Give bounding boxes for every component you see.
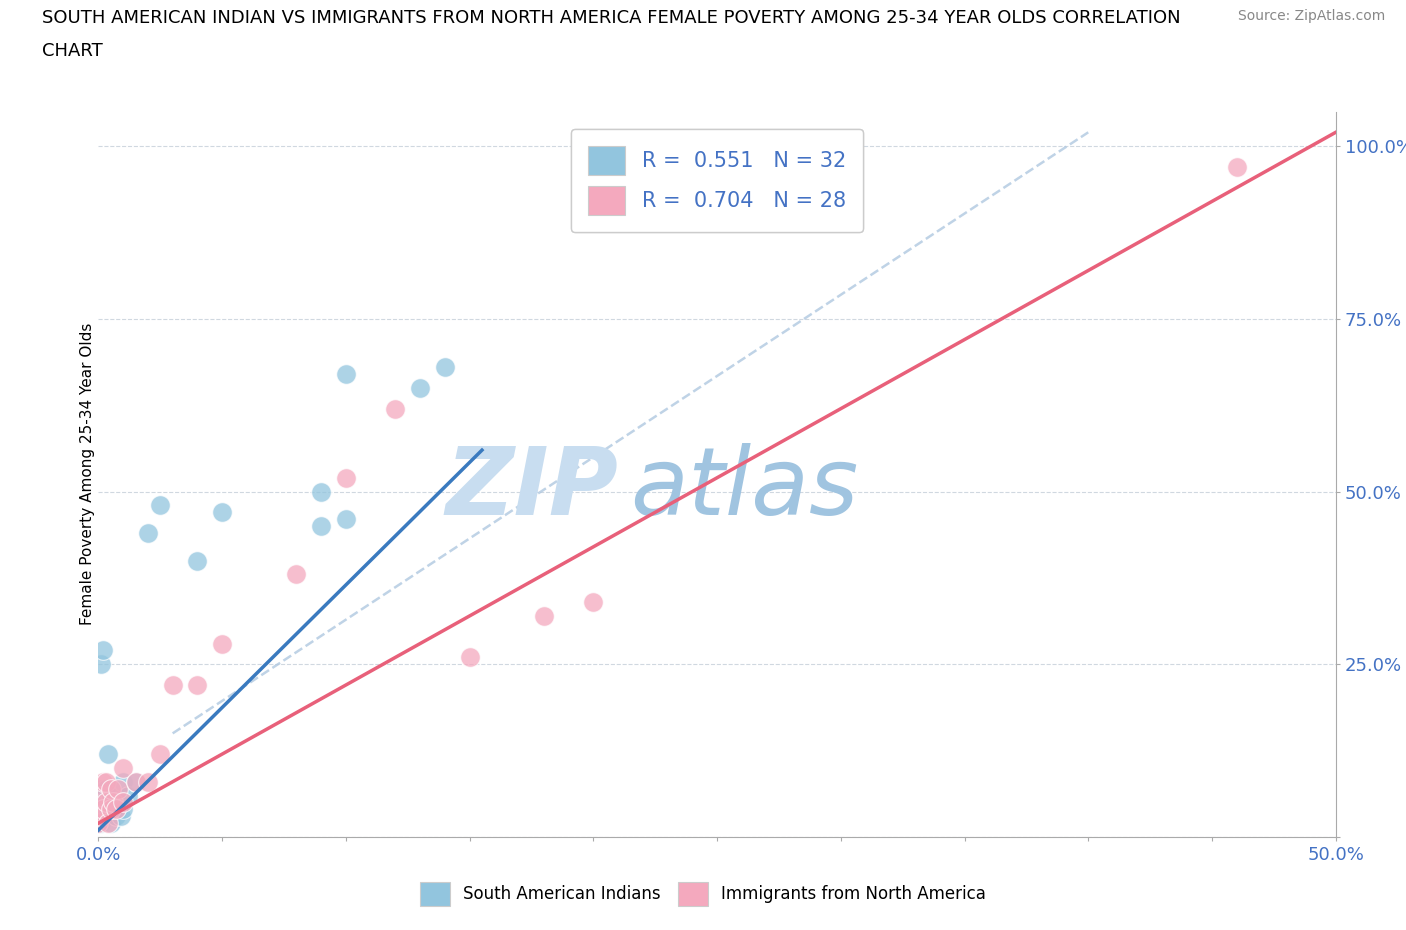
- Point: [94, 809, 117, 824]
- Point: [97, 802, 120, 817]
- Text: Source: ZipAtlas.com: Source: ZipAtlas.com: [1237, 9, 1385, 23]
- Point: [149, 498, 172, 512]
- Point: [93, 809, 115, 824]
- Point: [103, 795, 125, 810]
- Legend: South American Indians, Immigrants from North America: South American Indians, Immigrants from …: [413, 875, 993, 912]
- Point: [90, 657, 112, 671]
- Point: [112, 775, 135, 790]
- Point: [87, 816, 110, 830]
- Point: [335, 471, 357, 485]
- Y-axis label: Female Poverty Among 25-34 Year Olds: Female Poverty Among 25-34 Year Olds: [80, 323, 94, 626]
- Point: [124, 775, 146, 790]
- Point: [90, 788, 112, 803]
- Point: [104, 802, 127, 817]
- Text: SOUTH AMERICAN INDIAN VS IMMIGRANTS FROM NORTH AMERICA FEMALE POVERTY AMONG 25-3: SOUTH AMERICAN INDIAN VS IMMIGRANTS FROM…: [42, 9, 1181, 27]
- Point: [90, 781, 112, 796]
- Point: [94, 795, 117, 810]
- Point: [100, 816, 122, 830]
- Legend: R =  0.551   N = 32, R =  0.704   N = 28: R = 0.551 N = 32, R = 0.704 N = 28: [571, 129, 863, 232]
- Point: [112, 761, 135, 776]
- Point: [93, 795, 115, 810]
- Point: [186, 553, 208, 568]
- Point: [186, 678, 208, 693]
- Point: [94, 775, 117, 790]
- Point: [309, 485, 332, 499]
- Point: [97, 816, 120, 830]
- Text: atlas: atlas: [630, 444, 859, 535]
- Text: CHART: CHART: [42, 42, 103, 60]
- Point: [409, 380, 432, 395]
- Point: [103, 802, 125, 817]
- Point: [110, 809, 132, 824]
- Point: [100, 788, 122, 803]
- Point: [433, 360, 456, 375]
- Point: [104, 809, 127, 824]
- Point: [211, 636, 233, 651]
- Point: [1226, 159, 1249, 174]
- Point: [112, 795, 135, 810]
- Point: [335, 512, 357, 526]
- Point: [107, 795, 129, 810]
- Point: [112, 802, 135, 817]
- Point: [149, 747, 172, 762]
- Point: [533, 608, 555, 623]
- Point: [458, 650, 481, 665]
- Point: [94, 781, 117, 796]
- Point: [107, 781, 129, 796]
- Point: [93, 775, 115, 790]
- Point: [93, 643, 115, 658]
- Point: [309, 519, 332, 534]
- Point: [100, 802, 122, 817]
- Point: [162, 678, 184, 693]
- Point: [90, 809, 112, 824]
- Point: [582, 594, 605, 609]
- Point: [93, 802, 115, 817]
- Text: ZIP: ZIP: [446, 443, 619, 535]
- Point: [384, 401, 406, 416]
- Point: [335, 366, 357, 381]
- Point: [97, 747, 120, 762]
- Point: [124, 775, 146, 790]
- Point: [117, 788, 139, 803]
- Point: [136, 525, 159, 540]
- Point: [100, 781, 122, 796]
- Point: [136, 775, 159, 790]
- Point: [87, 816, 110, 830]
- Point: [211, 505, 233, 520]
- Point: [90, 816, 112, 830]
- Point: [285, 567, 308, 582]
- Point: [87, 802, 110, 817]
